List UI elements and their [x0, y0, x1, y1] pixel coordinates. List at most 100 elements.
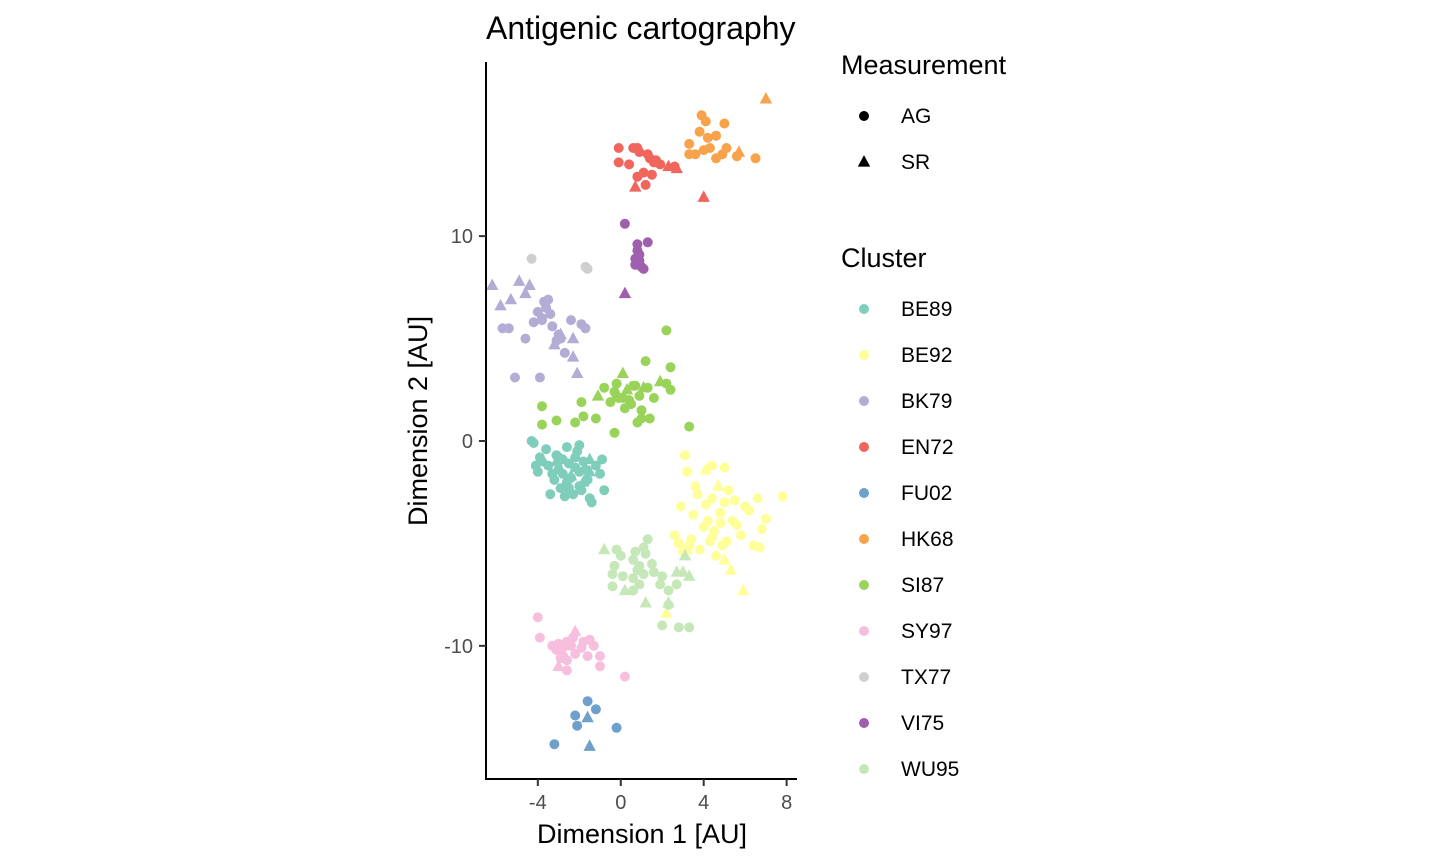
point-ag-wu95 [607, 581, 618, 592]
point-sr-sy97 [556, 645, 569, 657]
point-ag-si87 [665, 362, 676, 373]
point-sr-wu95 [639, 596, 652, 608]
point-ag-be89 [599, 485, 610, 496]
point-ag-be92 [719, 497, 730, 508]
point-sr-be92 [699, 462, 712, 475]
point-ag-en72 [613, 157, 624, 168]
point-ag-wu95 [630, 546, 641, 557]
point-ag-wu95 [648, 567, 659, 578]
legend-key-sr [857, 155, 871, 167]
point-ag-hk68 [750, 153, 761, 164]
point-sr-wu95 [662, 596, 675, 608]
point-ag-be89 [586, 497, 597, 508]
x-tick-label: 0 [615, 792, 626, 814]
point-ag-vi75 [634, 249, 645, 260]
legend-key-wu95 [859, 764, 869, 774]
legend-label-sr: SR [901, 151, 930, 174]
point-ag-vi75 [638, 263, 649, 274]
point-ag-wu95 [617, 571, 628, 582]
point-sr-si87 [591, 389, 605, 401]
point-ag-wu95 [611, 544, 622, 555]
point-sr-fu02 [583, 739, 596, 751]
point-ag-hk68 [698, 145, 709, 156]
point-ag-bk79 [539, 296, 550, 307]
point-ag-sy97 [570, 649, 581, 659]
point-ag-be92 [673, 538, 684, 549]
point-ag-be92 [752, 493, 763, 504]
point-ag-be92 [700, 499, 711, 510]
point-sr-be89 [564, 468, 578, 481]
legend-key-vi75 [859, 718, 869, 728]
point-ag-be92 [707, 460, 717, 471]
point-ag-sy97 [534, 632, 545, 643]
point-ag-sy97 [561, 655, 572, 666]
point-ag-wu95 [638, 542, 649, 553]
point-ag-be92 [688, 509, 699, 520]
legend-label-be89: BE89 [901, 298, 952, 321]
x-tick-label: 4 [698, 792, 709, 814]
legend-label-hk68: HK68 [901, 528, 954, 551]
point-sr-bk79 [566, 331, 580, 344]
legend-label-vi75: VI75 [901, 712, 944, 735]
point-ag-be89 [597, 454, 608, 465]
legend-label-bk79: BK79 [901, 390, 952, 413]
y-axis-title: Dimension 2 [AU] [403, 316, 433, 526]
point-ag-be92 [707, 493, 717, 504]
point-ag-si87 [605, 397, 616, 408]
point-ag-si87 [630, 380, 641, 391]
point-sr-wu95 [597, 542, 611, 555]
legend-key-bk79 [859, 396, 869, 406]
point-sr-si87 [620, 382, 634, 395]
point-ag-be92 [680, 450, 690, 461]
legend-key-be89 [859, 304, 869, 314]
point-ag-be89 [559, 491, 570, 502]
cluster-legend-title: Cluster [841, 243, 927, 273]
point-ag-hk68 [684, 149, 695, 160]
point-ag-si87 [665, 384, 676, 395]
point-ag-hk68 [700, 116, 711, 127]
point-sr-wu95 [678, 548, 692, 561]
point-ag-be89 [570, 462, 581, 473]
y-tick-label: 10 [451, 226, 473, 248]
point-ag-si87 [570, 417, 581, 428]
point-ag-hk68 [694, 126, 705, 137]
point-ag-wu95 [657, 620, 668, 631]
point-ag-si87 [599, 382, 610, 393]
point-ag-fu02 [582, 696, 593, 707]
measurement-legend: Measurement AG SR [841, 50, 1007, 174]
point-sr-be92 [660, 606, 673, 618]
point-ag-sy97 [582, 651, 593, 662]
point-ag-be89 [561, 442, 572, 453]
point-sr-wu95 [682, 569, 696, 581]
point-ag-be89 [534, 452, 545, 463]
x-tick-label: -4 [529, 792, 547, 814]
point-ag-fu02 [549, 739, 560, 750]
y-tick-label: 0 [462, 431, 473, 453]
point-ag-wu95 [655, 579, 666, 590]
point-sr-en72 [697, 190, 710, 202]
point-ag-sy97 [619, 671, 630, 682]
point-ag-be92 [719, 462, 730, 473]
point-sr-be89 [550, 454, 563, 467]
point-ag-tx77 [526, 253, 537, 264]
point-ag-sy97 [532, 612, 543, 623]
point-sr-be92 [718, 552, 731, 565]
legend-label-be92: BE92 [901, 344, 952, 367]
point-ag-bk79 [545, 309, 556, 319]
point-ag-be92 [702, 515, 713, 526]
point-ag-fu02 [572, 720, 583, 731]
point-sr-be92 [736, 583, 750, 596]
point-ag-be89 [555, 483, 566, 494]
point-ag-bk79 [528, 317, 539, 328]
point-ag-be92 [690, 481, 701, 492]
point-ag-be89 [574, 440, 585, 451]
point-ag-wu95 [628, 573, 639, 584]
legend-label-sy97: SY97 [901, 620, 952, 643]
point-ag-bk79 [559, 347, 570, 358]
point-sr-bk79 [566, 350, 580, 362]
point-ag-hk68 [719, 118, 730, 129]
point-ag-wu95 [628, 554, 639, 565]
point-ag-be92 [760, 513, 771, 524]
point-ag-bk79 [537, 315, 547, 326]
point-ag-si87 [644, 413, 655, 424]
